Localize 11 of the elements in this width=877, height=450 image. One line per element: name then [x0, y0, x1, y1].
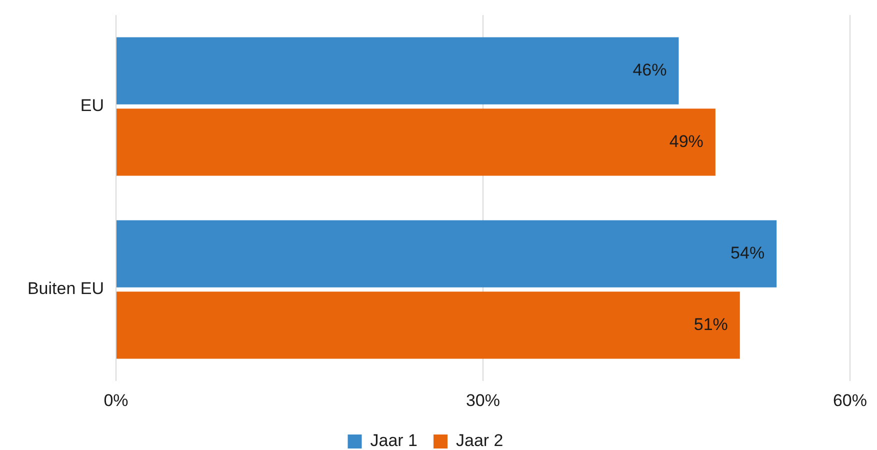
legend-label: Jaar 2 — [456, 431, 504, 450]
data-label: 54% — [730, 244, 765, 263]
x-tick-label: 0% — [104, 390, 128, 410]
data-label: 51% — [694, 314, 728, 334]
data-label: 49% — [669, 132, 704, 151]
x-tick-label: 30% — [466, 390, 500, 410]
x-tick-label: 60% — [832, 390, 868, 410]
legend-label: Jaar 1 — [370, 431, 418, 450]
data-label: 46% — [632, 60, 667, 80]
y-tick-label: Buiten EU — [27, 279, 104, 298]
y-tick-label: EU — [80, 96, 104, 116]
